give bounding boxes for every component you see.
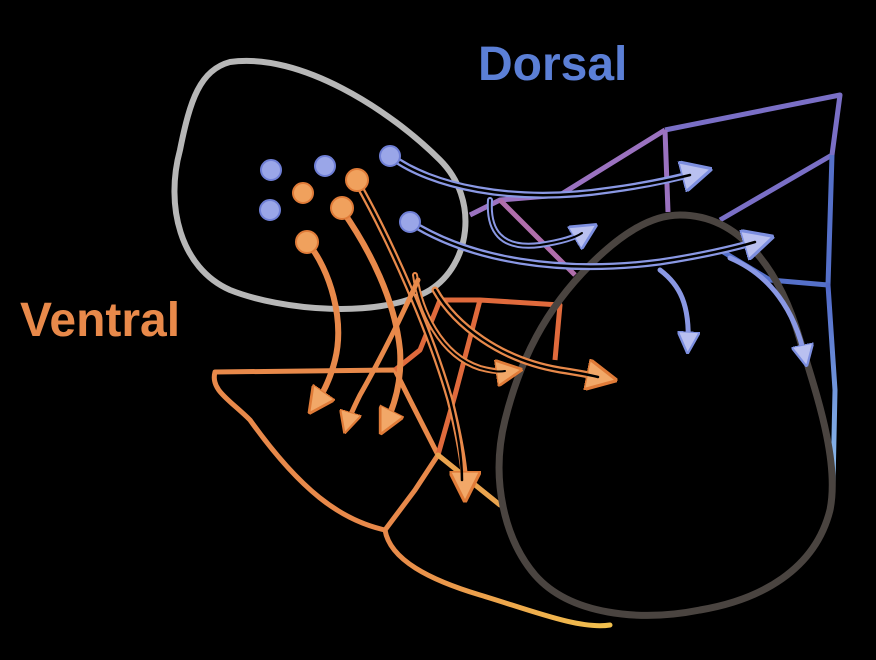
- dorsal-dot: [379, 145, 401, 167]
- dorsal-dot: [399, 211, 421, 233]
- ventral-lower-outline: [382, 527, 613, 629]
- dorsal-region-outline-upper: [664, 92, 843, 223]
- ventral-dot: [295, 230, 319, 254]
- ventral-dot: [330, 196, 354, 220]
- ventral-label: Ventral: [20, 294, 180, 347]
- ventral-arrow-6: [347, 277, 421, 425]
- dorsal-arrow-4: [657, 267, 688, 345]
- dorsal-arrow-5: [727, 255, 805, 358]
- ventral-arrow-2: [339, 207, 400, 425]
- ventral-mid-region-outline: [393, 297, 563, 456]
- dorsal-dot: [260, 159, 282, 181]
- ventral-dots: [292, 168, 369, 254]
- dorsal-arrow-3-inner: [408, 220, 757, 268]
- dorsal-dots: [259, 145, 421, 233]
- dorsal-arrows: [388, 153, 805, 358]
- dorsal-right-edge: [825, 282, 838, 488]
- ventral-dot: [292, 182, 314, 204]
- ventral-arrows: [305, 178, 605, 490]
- ventral-connector-outline: [435, 452, 503, 508]
- dorsal-arrow-1-inner: [390, 155, 692, 197]
- dorsal-arrow-2-inner: [488, 199, 583, 247]
- ventral-arrow-4-inner: [414, 274, 506, 373]
- dorsal-arrow-1: [388, 153, 700, 199]
- dorsal-label: Dorsal: [478, 38, 627, 91]
- dorsal-dot: [259, 199, 281, 221]
- dorsal-dot: [314, 155, 336, 177]
- ventral-arrow-1: [305, 240, 342, 405]
- ventral-dot: [345, 168, 369, 192]
- ventral-arrow-3-inner: [355, 180, 464, 482]
- ventral-arrow-5-inner: [433, 288, 600, 379]
- ventral-region-outline: [211, 367, 441, 533]
- dorsal-region-outline-mid: [718, 154, 835, 288]
- source-region-outline: [171, 57, 469, 312]
